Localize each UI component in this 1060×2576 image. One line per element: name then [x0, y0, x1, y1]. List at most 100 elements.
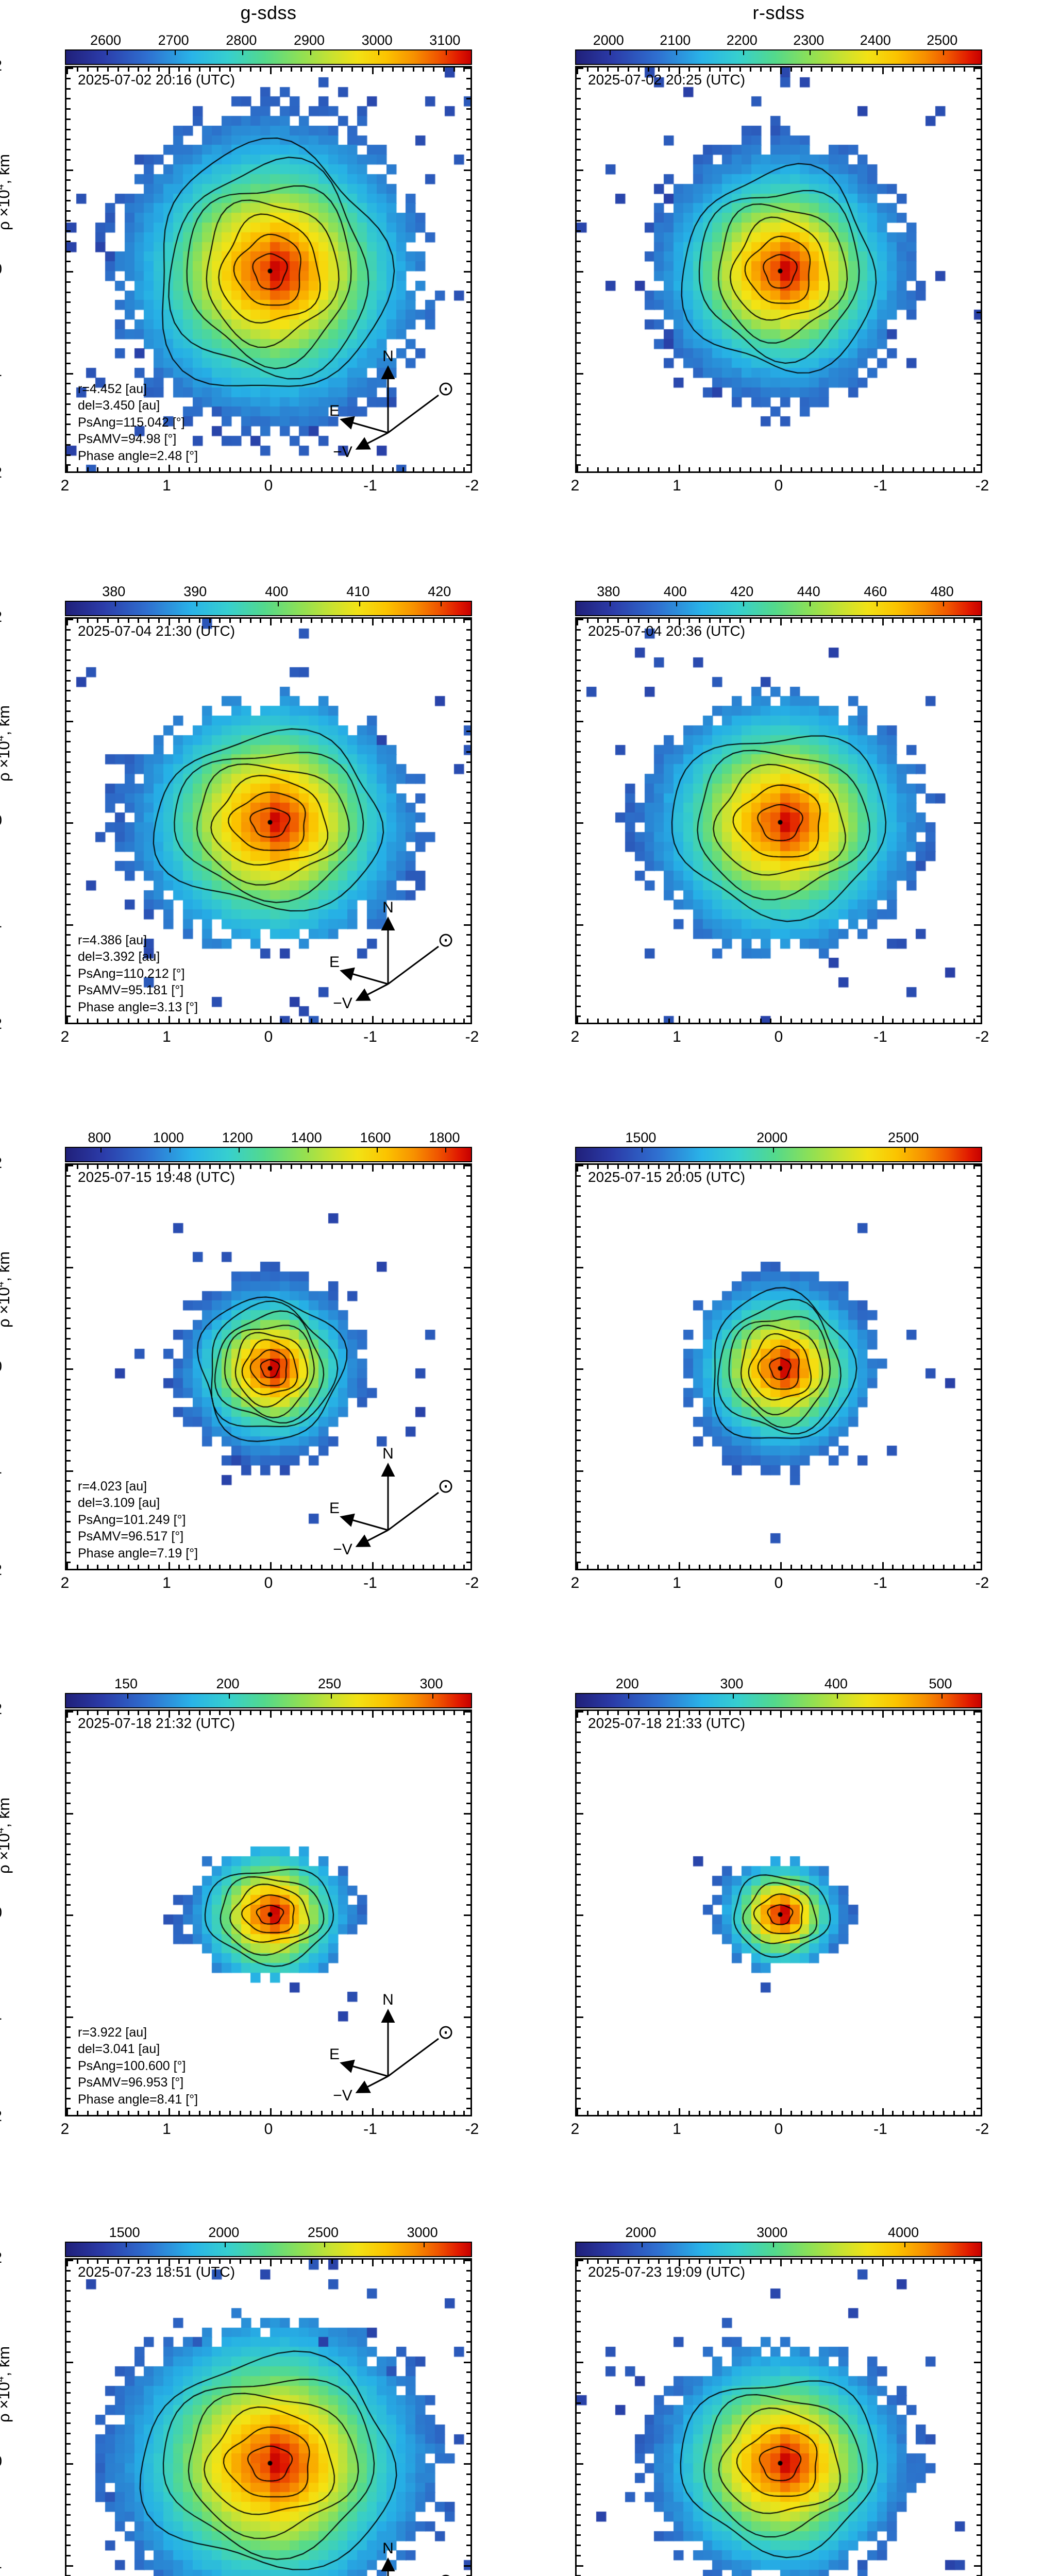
- colorbar: 1500 2000 2500 3000: [65, 2223, 472, 2258]
- x-axis-tick-label: 0: [774, 1574, 783, 1591]
- y-axis-title-exponent: 4: [0, 2377, 6, 2382]
- ephemeris-r: r=3.922 [au]: [78, 2025, 147, 2040]
- coma-surface-brightness-map: [66, 1165, 470, 1569]
- ephemeris-del: del=3.450 [au]: [78, 398, 160, 413]
- y-axis-tick-label: -1: [0, 2555, 2, 2572]
- x-axis-tick-label: 0: [264, 1574, 273, 1591]
- ephemeris-phase: Phase angle=3.13 [°]: [78, 999, 198, 1014]
- y-axis-tick-label: -2: [0, 1015, 2, 1033]
- coma-surface-brightness-map: [577, 2260, 981, 2576]
- x-axis-tick-label: 1: [672, 2121, 681, 2138]
- compass-rose: N E −V ⊙: [329, 1991, 454, 2104]
- axis-ticks: [577, 1165, 981, 1569]
- colorbar-gradient: [65, 49, 472, 65]
- colorbar-tick-label: 1000: [153, 1130, 184, 1145]
- y-axis-title-exponent: 4: [0, 736, 6, 741]
- axis-ticks: [577, 2260, 981, 2576]
- axis-ticks: [66, 1165, 470, 1569]
- colorbar: 800 1000 1200 1400 1600 1800: [65, 1128, 472, 1163]
- x-axis-tick-label: 0: [264, 2121, 273, 2138]
- compass-rose-container: N E −V ⊙: [311, 1435, 465, 1564]
- compass-east-arrow: [340, 967, 389, 985]
- colorbar-tick-label: 2500: [307, 2225, 339, 2240]
- colorbar-tick-label: 3100: [429, 32, 461, 48]
- colorbar-ticks: 380 390 400 410 420: [65, 582, 472, 600]
- compass-label-north: N: [382, 348, 394, 365]
- plot-area: 2025-07-15 19:48 (UTC) r=4.023 [au] del=3.…: [65, 1163, 472, 1570]
- x-axis-tick-label: 0: [774, 2121, 783, 2138]
- ephemeris-del: del=3.392 [au]: [78, 950, 160, 964]
- ephemeris-r: r=3.760 [au]: [78, 2573, 205, 2576]
- colorbar-tick-label: 2000: [593, 32, 624, 48]
- compass-label-north: N: [382, 899, 394, 916]
- colorbar-ticks: 2600 2700 2800 2900 3000 3100: [65, 31, 472, 48]
- y-axis-tick-label: -2: [0, 464, 2, 482]
- y-axis-tick-label: 1: [0, 710, 2, 728]
- x-axis-tick-label: 1: [672, 1028, 681, 1045]
- ephemeris-PsAng: PsAng=110.212 [°]: [78, 966, 185, 981]
- compass-label-north: N: [382, 2540, 394, 2557]
- ephemeris-annotation: r=3.922 [au] del=3.041 [au] PsAng=100.600 …: [78, 2024, 198, 2108]
- compass-label-east: E: [329, 2046, 340, 2063]
- colorbar-tick-label: 400: [824, 1676, 848, 1691]
- colorbar-tick-label: 2100: [660, 32, 691, 48]
- colorbar: 1500 2000 2500: [575, 1128, 982, 1163]
- plot-area: 2025-07-23 18:51 (UTC) r=3.760 [au]del=2.…: [65, 2258, 472, 2576]
- y-axis-title-exponent: 4: [0, 1828, 6, 1834]
- coma-surface-brightness-map: [577, 619, 981, 1023]
- colorbar-tick-label: 3000: [756, 2225, 788, 2240]
- ephemeris-PsAng: PsAng=100.600 [°]: [78, 2058, 186, 2073]
- plot-area: 2025-07-18 21:32 (UTC) r=3.922 [au] del=3.…: [65, 1709, 472, 2116]
- x-axis-tick-label: -1: [873, 477, 887, 494]
- compass-label-north: N: [382, 1445, 394, 1462]
- x-axis-tick-label: -1: [363, 2121, 377, 2138]
- axis-ticks: [66, 1711, 470, 2115]
- ephemeris-del: del=3.109 [au]: [78, 1496, 160, 1510]
- compass-rose: N E −V ⊙: [329, 1445, 454, 1558]
- coma-surface-brightness-map: [577, 1165, 981, 1569]
- colorbar-ticks: 380 400 420 440 460 480: [575, 582, 982, 600]
- ephemeris-PsAMV: PsAMV=95.181 [°]: [78, 983, 184, 997]
- colorbar-tick-label: 420: [428, 584, 451, 599]
- compass-rose: N E −V ⊙: [329, 899, 454, 1012]
- observation-datestamp: 2025-07-18 21:33 (UTC): [588, 1715, 746, 1731]
- compass-antivelocity-arrow: [355, 1529, 389, 1547]
- plot-area: 2025-07-23 19:09 (UTC): [575, 2258, 982, 2576]
- axis-ticks: [66, 2260, 470, 2576]
- x-axis-tick-label: 1: [162, 1028, 171, 1045]
- colorbar-gradient: [65, 2242, 472, 2257]
- colorbar: 200 300 400 500: [575, 1674, 982, 1709]
- x-axis-tick-label: 2: [570, 1028, 580, 1045]
- colorbar-tick-label: 2600: [90, 32, 122, 48]
- compass-east-arrow: [340, 2059, 389, 2077]
- colorbar-tick-label: 3000: [407, 2225, 438, 2240]
- x-axis-tick-label: -1: [873, 2121, 887, 2138]
- compass-label-east: E: [329, 402, 340, 419]
- colorbar-ticks: 800 1000 1200 1400 1600 1800: [65, 1128, 472, 1146]
- x-axis-tick-label: 1: [672, 477, 681, 494]
- y-axis-tick-label: -2: [0, 1562, 2, 1579]
- y-axis-tick-label: 1: [0, 2351, 2, 2369]
- compass-label-antivelocity: −V: [333, 1541, 352, 1558]
- x-axis-tick-label: -1: [363, 1574, 377, 1591]
- x-axis-tick-label: 0: [264, 1028, 273, 1045]
- plot-area: 2025-07-18 21:33 (UTC): [575, 1709, 982, 2116]
- colorbar-tick-label: 200: [216, 1676, 240, 1691]
- x-axis-tick-label: -2: [465, 2121, 479, 2138]
- colorbar-tick-label: 2800: [226, 32, 257, 48]
- compass-rose-container: N E −V ⊙: [311, 337, 465, 466]
- colorbar: 380 400 420 440 460 480: [575, 582, 982, 617]
- x-axis-tick-label: 1: [162, 2121, 171, 2138]
- observation-datestamp: 2025-07-18 21:32 (UTC): [78, 1715, 235, 1731]
- x-axis-tick-label: 0: [774, 1028, 783, 1045]
- colorbar-ticks: 2000 3000 4000: [575, 2223, 982, 2241]
- x-axis-tick-label: -1: [363, 477, 377, 494]
- x-axis-tick-label: 1: [672, 1574, 681, 1591]
- compass-antivelocity-arrow: [355, 983, 389, 1001]
- colorbar-tick-label: 2700: [158, 32, 189, 48]
- compass-label-sun: ⊙: [438, 2022, 454, 2043]
- colorbar-tick-label: 2000: [625, 2225, 657, 2240]
- compass-label-east: E: [329, 1500, 340, 1517]
- colorbar-tick-label: 480: [930, 584, 954, 599]
- ephemeris-PsAng: PsAng=101.249 [°]: [78, 1512, 186, 1527]
